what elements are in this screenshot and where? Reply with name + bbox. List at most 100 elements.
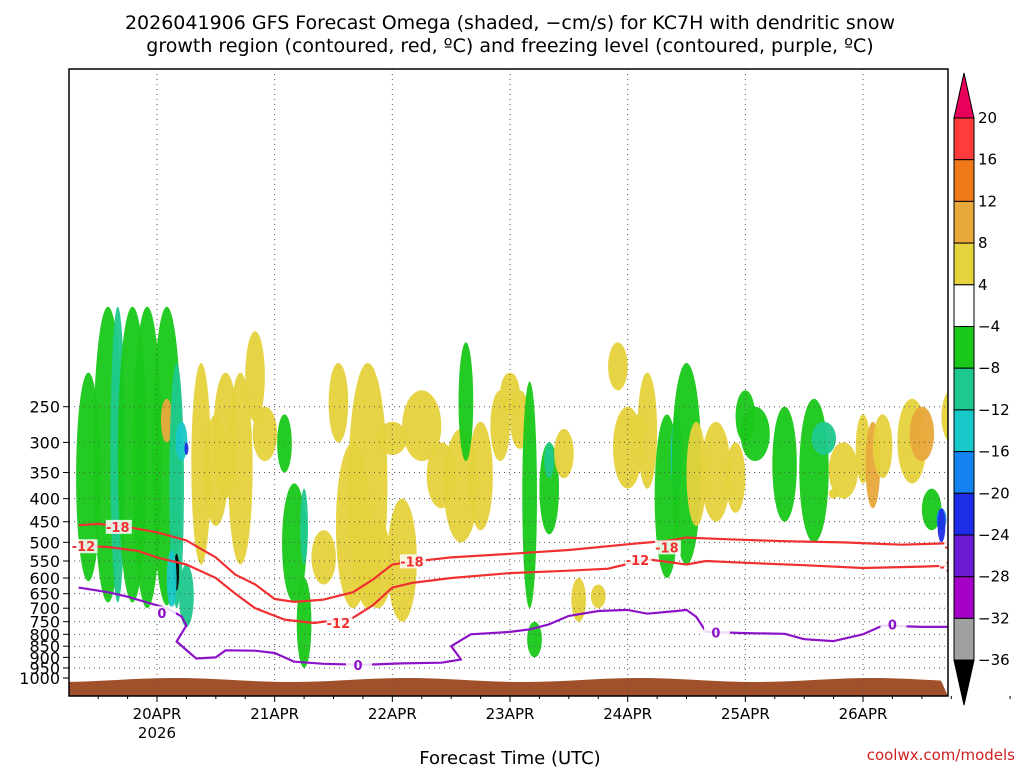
contour-label-bg bbox=[399, 554, 426, 569]
colorbar-level-label: 8 bbox=[978, 234, 988, 252]
omega-shade-patch bbox=[311, 530, 336, 585]
omega-shade-patch bbox=[458, 342, 474, 462]
contour-label: 0 bbox=[157, 607, 166, 622]
colorbar-level-label: −4 bbox=[978, 318, 1000, 336]
contour-line-0 bbox=[78, 586, 948, 666]
time-axis: 20APR 21APR 22APR 23APR 24APR 25APR 26APR bbox=[97, 696, 1011, 723]
omega-shade-patch bbox=[686, 421, 707, 527]
omega-shade-patch bbox=[740, 406, 770, 462]
omega-shade-patch bbox=[937, 508, 946, 543]
omega-shading bbox=[76, 306, 1024, 668]
colorbar-swatch-bottom bbox=[953, 659, 975, 706]
omega-shade-patch bbox=[175, 421, 188, 462]
y-tick-label: 900 bbox=[29, 648, 60, 667]
y-tick-label: 250 bbox=[29, 398, 60, 417]
y-tick-label: 600 bbox=[29, 569, 60, 588]
colorbar-swatch bbox=[953, 242, 975, 286]
contour-line--18 bbox=[78, 522, 948, 604]
colorbar-swatch bbox=[953, 409, 975, 453]
contour-label-bg bbox=[625, 552, 652, 567]
colorbar-swatch bbox=[953, 117, 975, 161]
y-tick-label: 750 bbox=[29, 613, 60, 632]
colorbar-swatch bbox=[953, 492, 975, 536]
contour-label-bg bbox=[654, 540, 681, 555]
omega-shade-patch bbox=[252, 406, 278, 462]
contour-label-bg bbox=[944, 539, 948, 554]
omega-shade-patch bbox=[362, 521, 393, 609]
temperature-contours: -18 -18 -18 -18 -12 -12 -12 -12 0 0 0 0 bbox=[71, 519, 968, 674]
omega-shade-patch bbox=[166, 550, 177, 609]
omega-shade-patch bbox=[191, 363, 211, 565]
contour-label-bg bbox=[149, 606, 176, 621]
x-tick-label: 21APR bbox=[250, 705, 299, 723]
colorbar-swatch bbox=[953, 326, 975, 369]
y-tick-label: 500 bbox=[29, 533, 60, 552]
omega-shade-patch bbox=[828, 442, 859, 499]
omega-shade-patch bbox=[300, 488, 309, 565]
colorbar-level-label: −8 bbox=[978, 359, 1000, 377]
y-tick-label: 550 bbox=[29, 552, 60, 571]
colorbar-level-label: −16 bbox=[978, 443, 1010, 461]
omega-shade-patch bbox=[701, 421, 731, 522]
colorbar-swatch bbox=[953, 451, 975, 494]
contour-label-bg bbox=[71, 539, 98, 554]
omega-shade-patch bbox=[468, 421, 493, 531]
contour-label: -12 bbox=[327, 617, 351, 632]
ground-surface bbox=[69, 678, 948, 696]
omega-shade-patch bbox=[245, 331, 265, 422]
colorbar-level-label: −32 bbox=[978, 609, 1010, 627]
omega-shade-patch bbox=[1013, 594, 1024, 614]
omega-shade-patch bbox=[637, 372, 658, 489]
colorbar-level-label: 4 bbox=[978, 276, 988, 294]
omega-shade-patch bbox=[160, 398, 173, 443]
y-tick-label: 300 bbox=[29, 433, 60, 452]
y-tick-label: 950 bbox=[29, 659, 60, 678]
x-tick-label: 23APR bbox=[486, 705, 535, 723]
contour-label: 0 bbox=[711, 627, 720, 642]
colorbar-swatch bbox=[953, 367, 975, 411]
colorbar-swatch-top bbox=[953, 72, 975, 119]
omega-shade-patch bbox=[282, 483, 307, 603]
y-tick-label: 450 bbox=[29, 513, 60, 532]
contour-label-bg bbox=[105, 519, 132, 534]
x-tick-label: 26APR bbox=[839, 705, 888, 723]
omega-shade-patch bbox=[522, 381, 537, 609]
colorbar: 20 16 12 8 4 −4 −8 −12 −16 −20 −24 −28 −32 −36 bbox=[953, 72, 1010, 706]
omega-shade-patch bbox=[328, 363, 349, 443]
omega-shade-patch bbox=[527, 621, 542, 658]
chart-title-line1: 2026041906 GFS Forecast Omega (shaded, −… bbox=[125, 12, 895, 34]
colorbar-level-label: 16 bbox=[978, 151, 997, 169]
contour-label: 0 bbox=[353, 659, 362, 674]
colorbar-swatch bbox=[953, 200, 975, 244]
x-axis-subtick-year: 2026 bbox=[138, 724, 176, 742]
y-tick-label: 400 bbox=[29, 490, 60, 509]
colorbar-level-label: 12 bbox=[978, 192, 997, 210]
y-tick-label: 1000 bbox=[19, 669, 60, 688]
colorbar-swatch bbox=[953, 534, 975, 578]
omega-shade-patch bbox=[909, 406, 935, 462]
omega-shade-patch bbox=[725, 442, 746, 513]
x-tick-label: 25APR bbox=[721, 705, 770, 723]
contour-label-bg bbox=[703, 625, 730, 640]
omega-shade-patch bbox=[539, 442, 560, 535]
omega-shade-patch bbox=[554, 428, 574, 479]
x-axis-label: Forecast Time (UTC) bbox=[419, 748, 600, 768]
omega-shade-patch bbox=[544, 442, 555, 479]
omega-shade-patch bbox=[228, 372, 253, 565]
x-tick-label: 22APR bbox=[368, 705, 417, 723]
colorbar-level-label: −24 bbox=[978, 526, 1010, 544]
contour-label: -18 bbox=[944, 541, 968, 556]
chart-title-line2: growth region (contoured, red, ºC) and f… bbox=[146, 35, 873, 57]
omega-shade-patch bbox=[799, 398, 829, 543]
colorbar-swatch bbox=[953, 576, 975, 619]
contour-label-bg bbox=[326, 616, 353, 631]
omega-shade-patch bbox=[571, 578, 587, 622]
x-tick-label: 24APR bbox=[603, 705, 652, 723]
colorbar-swatch bbox=[953, 284, 975, 327]
colorbar-level-label: −20 bbox=[978, 484, 1010, 502]
omega-shade-patch bbox=[811, 421, 837, 456]
y-tick-label: 700 bbox=[29, 599, 60, 618]
pressure-axis: 2503003504004505005506006507007508008509… bbox=[19, 398, 69, 688]
omega-shade-patch bbox=[590, 584, 606, 609]
